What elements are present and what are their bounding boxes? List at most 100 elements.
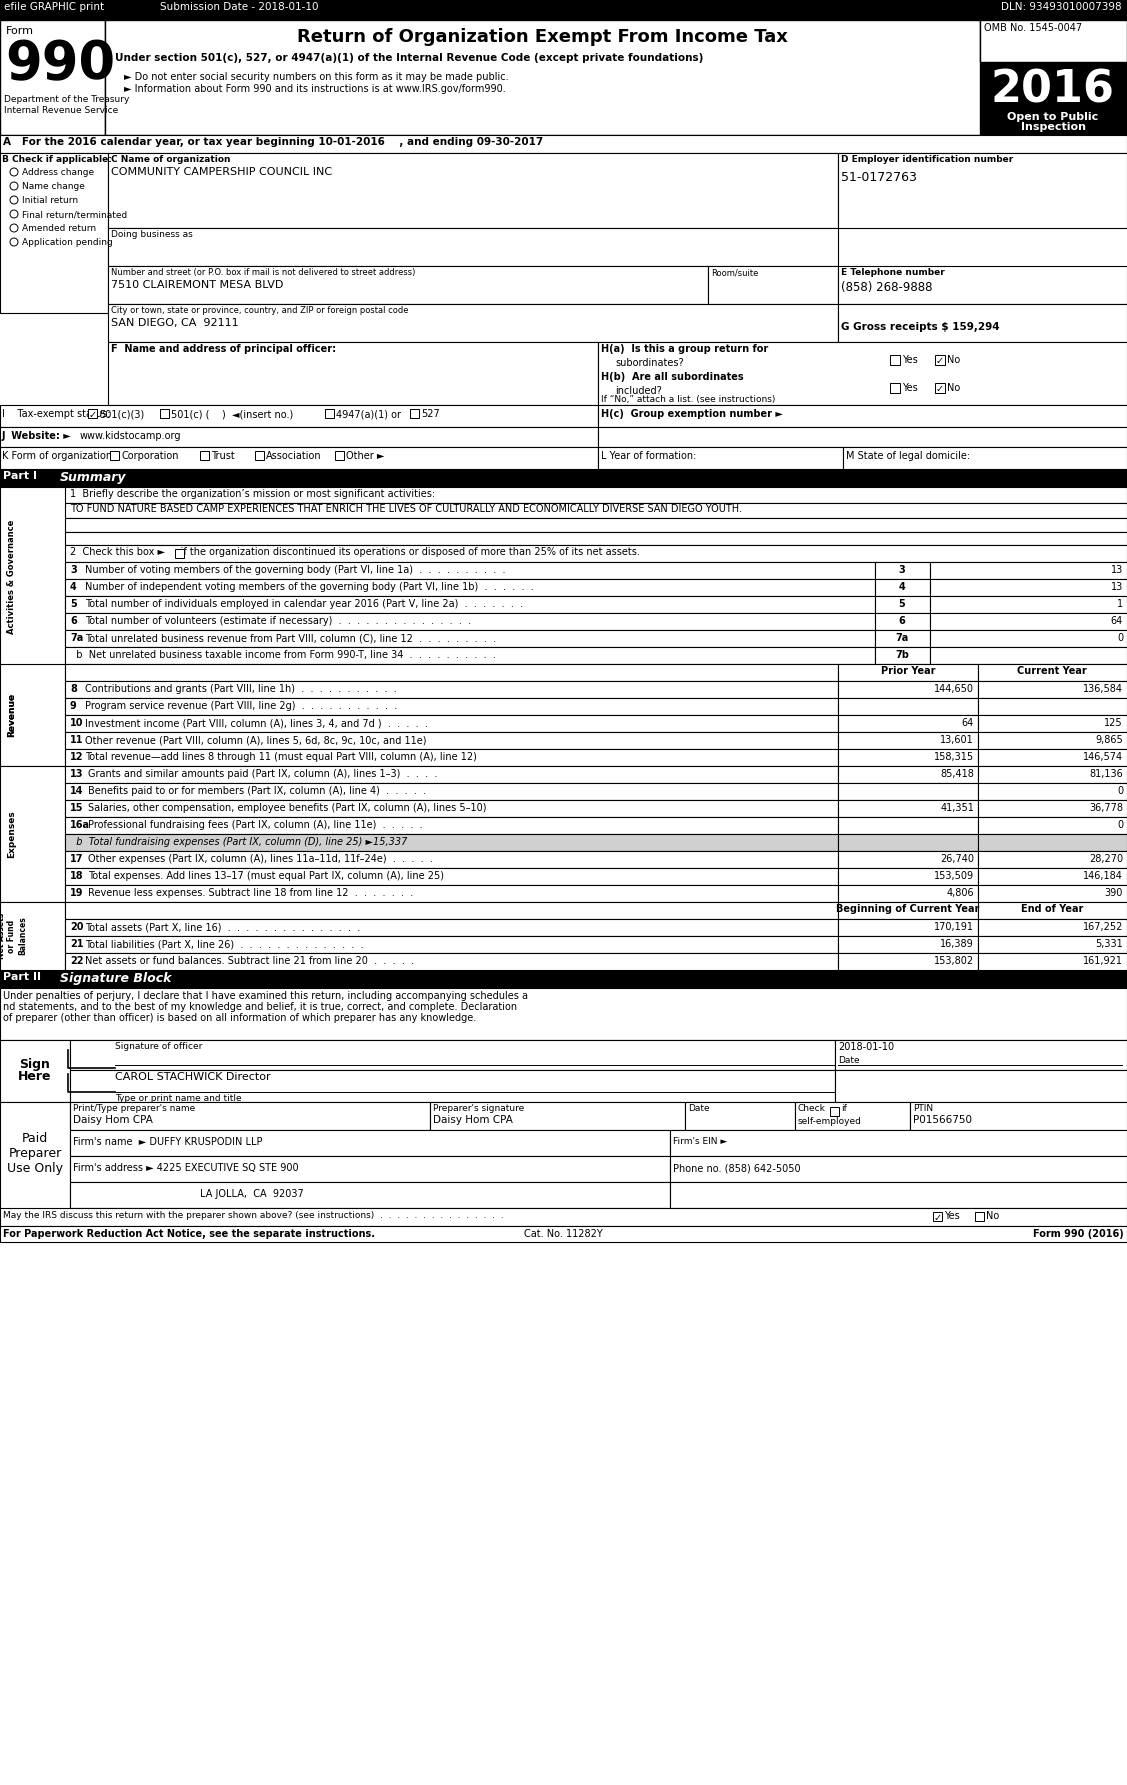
Bar xyxy=(0,1208,1127,1226)
Text: Print/Type preparer's name: Print/Type preparer's name xyxy=(73,1103,195,1114)
Bar xyxy=(838,664,978,682)
Bar xyxy=(978,800,1127,818)
Text: LA JOLLA,  CA  92037: LA JOLLA, CA 92037 xyxy=(199,1189,304,1200)
Bar xyxy=(65,818,838,834)
Text: K Form of organization:: K Form of organization: xyxy=(2,452,115,461)
Text: Inspection: Inspection xyxy=(1021,121,1085,132)
Text: 125: 125 xyxy=(1104,718,1122,728)
Bar xyxy=(65,630,875,646)
Bar xyxy=(0,469,1127,487)
Text: Firm's name  ► DUFFY KRUSPODIN LLP: Firm's name ► DUFFY KRUSPODIN LLP xyxy=(73,1137,263,1148)
Text: Use Only: Use Only xyxy=(7,1162,63,1175)
Bar xyxy=(65,834,838,851)
Text: Date: Date xyxy=(687,1103,710,1114)
Bar xyxy=(838,901,978,919)
Text: Application pending: Application pending xyxy=(23,237,113,246)
Bar xyxy=(980,20,1127,62)
Bar xyxy=(175,550,184,559)
Text: OMB No. 1545-0047: OMB No. 1545-0047 xyxy=(984,23,1082,32)
Bar xyxy=(199,452,208,461)
Bar xyxy=(70,1069,835,1101)
Text: 13: 13 xyxy=(1111,582,1122,593)
Circle shape xyxy=(10,223,18,232)
Text: Cat. No. 11282Y: Cat. No. 11282Y xyxy=(524,1230,602,1239)
Bar xyxy=(935,355,946,364)
Text: Yes: Yes xyxy=(902,355,917,364)
Bar xyxy=(838,935,978,953)
Text: 158,315: 158,315 xyxy=(934,751,974,762)
Text: Number of voting members of the governing body (Part VI, line 1a)  .  .  .  .  .: Number of voting members of the governin… xyxy=(85,566,506,575)
Text: 7b: 7b xyxy=(895,650,909,660)
Bar xyxy=(598,427,1127,446)
Text: Investment income (Part VIII, column (A), lines 3, 4, and 7d )  .  .  .  .  .: Investment income (Part VIII, column (A)… xyxy=(85,718,428,728)
Text: 3: 3 xyxy=(70,566,77,575)
Text: 146,184: 146,184 xyxy=(1083,871,1122,882)
Text: Doing business as: Doing business as xyxy=(110,230,193,239)
Bar xyxy=(843,446,1127,469)
Text: 170,191: 170,191 xyxy=(934,923,974,932)
Text: 16,389: 16,389 xyxy=(940,939,974,950)
Text: 146,574: 146,574 xyxy=(1083,751,1122,762)
Text: L Year of formation:: L Year of formation: xyxy=(601,452,696,461)
Text: 5: 5 xyxy=(70,600,77,609)
Text: ✓: ✓ xyxy=(89,411,97,419)
Bar xyxy=(160,409,169,418)
Text: 2016: 2016 xyxy=(991,68,1115,111)
Bar xyxy=(0,766,65,901)
Bar xyxy=(930,612,1127,630)
Bar xyxy=(829,1107,838,1116)
Text: Form 990 (2016): Form 990 (2016) xyxy=(1033,1230,1124,1239)
Text: 1: 1 xyxy=(1117,600,1122,609)
Bar xyxy=(255,452,264,461)
Text: self-employed: self-employed xyxy=(798,1117,862,1126)
Text: ► Information about Form 990 and its instructions is at www.IRS.gov/form990.: ► Information about Form 990 and its ins… xyxy=(124,84,506,95)
Bar xyxy=(108,303,838,343)
Text: nd statements, and to the best of my knowledge and belief, it is true, correct, : nd statements, and to the best of my kno… xyxy=(3,1001,521,1012)
Text: G Gross receipts $ 159,294: G Gross receipts $ 159,294 xyxy=(841,321,1000,332)
Bar xyxy=(0,664,65,766)
Text: Submission Date - 2018-01-10: Submission Date - 2018-01-10 xyxy=(160,2,319,12)
Text: 136,584: 136,584 xyxy=(1083,684,1122,694)
Text: Here: Here xyxy=(18,1069,52,1083)
Text: 19: 19 xyxy=(70,887,83,898)
Text: of preparer (other than officer) is based on all information of which preparer h: of preparer (other than officer) is base… xyxy=(3,1014,477,1023)
Text: H(b)  Are all subordinates: H(b) Are all subordinates xyxy=(601,371,744,382)
Bar xyxy=(669,1182,1127,1208)
Bar xyxy=(875,630,930,646)
Text: Preparer: Preparer xyxy=(8,1148,62,1160)
Text: 10: 10 xyxy=(70,718,83,728)
Bar xyxy=(890,384,900,393)
Text: Beginning of Current Year: Beginning of Current Year xyxy=(836,903,979,914)
Text: Internal Revenue Service: Internal Revenue Service xyxy=(5,105,118,114)
Text: CAROL STACHWICK Director: CAROL STACHWICK Director xyxy=(115,1073,270,1082)
Text: Total revenue—add lines 8 through 11 (must equal Part VIII, column (A), line 12): Total revenue—add lines 8 through 11 (mu… xyxy=(85,751,477,762)
Bar xyxy=(835,1041,1127,1069)
Text: I    Tax-exempt status:: I Tax-exempt status: xyxy=(2,409,110,419)
Bar xyxy=(669,1157,1127,1182)
Text: Revenue: Revenue xyxy=(8,693,17,737)
Text: COMMUNITY CAMPERSHIP COUNCIL INC: COMMUNITY CAMPERSHIP COUNCIL INC xyxy=(110,168,332,177)
Text: 2018-01-10: 2018-01-10 xyxy=(838,1042,894,1051)
Text: Corporation: Corporation xyxy=(121,452,178,461)
Text: 7a: 7a xyxy=(895,634,908,643)
Text: ✓: ✓ xyxy=(937,384,944,394)
Text: 36,778: 36,778 xyxy=(1089,803,1122,812)
Bar xyxy=(70,1157,669,1182)
Bar xyxy=(65,716,838,732)
Bar xyxy=(0,1226,1127,1242)
Text: A   For the 2016 calendar year, or tax year beginning 10-01-2016    , and ending: A For the 2016 calendar year, or tax yea… xyxy=(3,137,543,146)
Bar xyxy=(65,664,838,682)
Bar xyxy=(335,452,344,461)
Text: if: if xyxy=(841,1103,846,1114)
Text: 7510 CLAIREMONT MESA BLVD: 7510 CLAIREMONT MESA BLVD xyxy=(110,280,283,289)
Text: E Telephone number: E Telephone number xyxy=(841,268,944,277)
Text: 390: 390 xyxy=(1104,887,1122,898)
Bar xyxy=(838,800,978,818)
Bar xyxy=(875,612,930,630)
Bar xyxy=(978,919,1127,935)
Text: 13,601: 13,601 xyxy=(940,735,974,744)
Text: subordinates?: subordinates? xyxy=(615,359,684,368)
Text: If “No,” attach a list. (see instructions): If “No,” attach a list. (see instruction… xyxy=(601,394,775,403)
Text: Summary: Summary xyxy=(60,471,126,484)
Bar xyxy=(65,800,838,818)
